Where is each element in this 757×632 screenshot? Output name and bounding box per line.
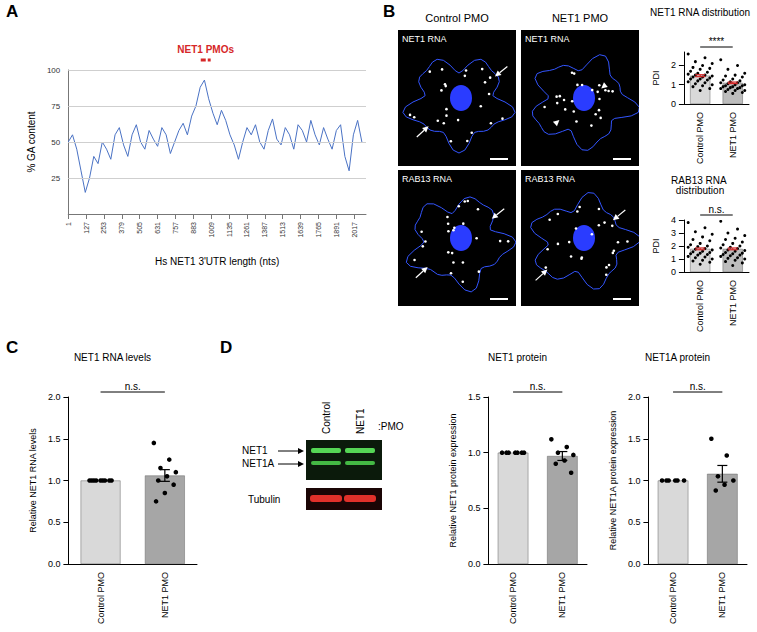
svg-text:1135: 1135 [226,222,233,237]
svg-text:2: 2 [671,60,676,70]
svg-text:0: 0 [671,267,676,277]
svg-text:n.s.: n.s. [690,381,706,392]
svg-text:1.0: 1.0 [48,476,61,486]
svg-text:RAB13 RNA: RAB13 RNA [671,174,729,186]
svg-text:NET1 PMOs: NET1 PMOs [177,44,234,55]
svg-text:Control PMO: Control PMO [695,280,705,332]
svg-text:NET1 PMO: NET1 PMO [557,572,567,618]
html-text:NET1 PMO: NET1 PMO [551,12,609,24]
svg-text:RAB13 RNA: RAB13 RNA [525,174,575,184]
svg-text:0: 0 [671,99,676,109]
svg-text:NET1 RNA: NET1 RNA [402,34,447,44]
svg-text:1: 1 [671,80,676,90]
html-text:D: D [220,338,233,357]
svg-text:2.0: 2.0 [628,392,641,402]
svg-text:757: 757 [172,222,179,234]
svg-text:1.5: 1.5 [48,434,61,444]
svg-text:2: 2 [671,241,676,251]
svg-text:631: 631 [154,222,161,234]
svg-text:1513: 1513 [279,222,286,238]
svg-text:253: 253 [100,222,107,234]
svg-text:NET1 PMO: NET1 PMO [728,280,738,326]
html-text:A: A [6,2,19,21]
svg-text:1.5: 1.5 [468,392,481,402]
svg-text:Hs NET1 3'UTR length (nts): Hs NET1 3'UTR length (nts) [155,256,279,267]
svg-text:1891: 1891 [333,222,340,238]
svg-text:25: 25 [51,174,60,183]
svg-text:0.0: 0.0 [468,559,481,569]
svg-text:127: 127 [83,222,90,234]
svg-text:NET1 RNA levels: NET1 RNA levels [74,352,151,363]
svg-text:Relative NET1 protein expressi: Relative NET1 protein expression [448,413,458,547]
svg-text:0.5: 0.5 [48,517,61,527]
svg-text:Relative NET1 RNA levels: Relative NET1 RNA levels [28,428,38,533]
svg-text:1009: 1009 [208,222,215,238]
svg-text:NET1 PMO: NET1 PMO [160,572,170,618]
svg-text:n.s.: n.s. [530,381,546,392]
svg-text:NET1: NET1 [242,445,268,456]
svg-text:NET1: NET1 [355,408,366,434]
svg-text:2.0: 2.0 [48,392,61,402]
svg-text:50: 50 [51,138,60,147]
svg-text:PDI: PDI [651,70,661,85]
svg-text:Control PMO: Control PMO [508,572,518,624]
svg-text:Control: Control [321,402,332,434]
svg-text:100: 100 [47,66,61,75]
svg-text:n.s.: n.s. [708,204,724,215]
svg-text:Control PMO: Control PMO [695,112,705,164]
svg-text:PDI: PDI [651,238,661,253]
svg-text:3: 3 [671,228,676,238]
svg-text::PMO: :PMO [378,421,404,432]
svg-text:0.5: 0.5 [468,503,481,513]
svg-text:1261: 1261 [243,222,250,238]
svg-text:1.5: 1.5 [628,434,641,444]
svg-text:% GA content: % GA content [26,111,37,172]
svg-text:NET1 RNA: NET1 RNA [525,34,570,44]
svg-text:1639: 1639 [297,222,304,238]
svg-text:n.s.: n.s. [125,381,141,392]
svg-text:379: 379 [118,222,125,234]
svg-text:0.0: 0.0 [628,559,641,569]
svg-text:1387: 1387 [261,222,268,238]
svg-text:1: 1 [65,222,72,226]
svg-text:4: 4 [671,215,676,225]
svg-text:1.0: 1.0 [628,476,641,486]
svg-text:2017: 2017 [351,222,358,238]
svg-text:1765: 1765 [315,222,322,238]
html-text:C: C [6,338,19,357]
svg-text:NET1A: NET1A [242,458,275,469]
svg-text:75: 75 [51,102,60,111]
svg-text:1.0: 1.0 [468,448,481,458]
svg-text:883: 883 [190,222,197,234]
svg-text:Control PMO: Control PMO [96,572,106,624]
svg-text:distribution: distribution [676,185,724,196]
svg-text:Control PMO: Control PMO [668,572,678,624]
svg-text:NET1A protein: NET1A protein [645,352,710,363]
svg-text:NET1 protein: NET1 protein [488,352,547,363]
svg-text:Relative NET1A protein express: Relative NET1A protein expression [608,411,618,551]
html-text:B: B [383,2,396,21]
svg-text:1: 1 [671,254,676,264]
svg-text:NET1 RNA distribution: NET1 RNA distribution [650,7,750,18]
svg-text:0.5: 0.5 [628,517,641,527]
svg-text:****: **** [709,36,725,47]
svg-text:0.0: 0.0 [48,559,61,569]
svg-text:NET1 PMO: NET1 PMO [717,572,727,618]
svg-text:RAB13 RNA: RAB13 RNA [402,174,452,184]
svg-text:NET1 PMO: NET1 PMO [728,112,738,158]
svg-text:505: 505 [136,222,143,234]
html-text:Control PMO: Control PMO [425,12,489,24]
svg-text:Tubulin: Tubulin [248,494,280,505]
